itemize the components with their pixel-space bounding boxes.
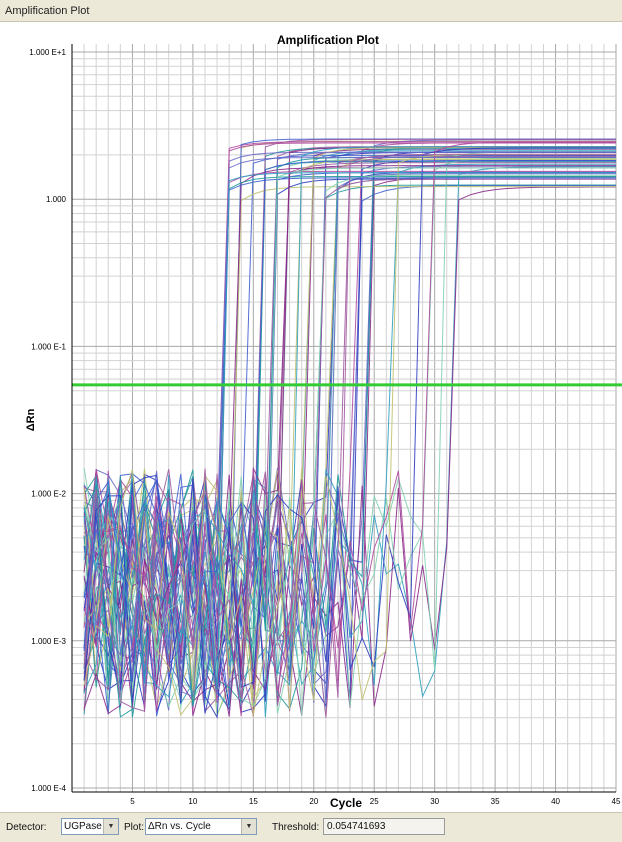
series-line [83, 157, 616, 667]
y-tick-label: 1.000 E-1 [31, 342, 66, 351]
series-line [83, 141, 616, 717]
y-axis-label: ΔRn [25, 408, 37, 431]
y-tick-label: 1.000 [46, 195, 67, 204]
x-tick-label: 10 [188, 797, 197, 806]
chart-title: Amplification Plot [277, 33, 379, 47]
threshold-field[interactable]: 0.054741693 [323, 818, 445, 835]
plot-label: Plot: [124, 822, 145, 833]
window-title: Amplification Plot [0, 0, 622, 22]
y-tick-label: 1.000 E-4 [31, 784, 66, 793]
series-line [83, 163, 616, 709]
threshold-label: Threshold: [272, 822, 320, 833]
detector-label: Detector: [6, 822, 47, 833]
detector-value: UGPase [64, 821, 102, 832]
amplification-chart[interactable]: 1.000 E+1 1.000 1.000 E-1 1.000 E-2 1.000 E-… [0, 22, 622, 812]
series-line [83, 146, 616, 687]
series-layer [72, 138, 622, 719]
series-line [83, 186, 616, 699]
detector-select[interactable]: UGPase ▼ [61, 818, 119, 835]
series-line [83, 147, 616, 719]
series-line [83, 178, 616, 717]
x-axis-label: Cycle [330, 796, 362, 810]
x-tick-label: 40 [551, 797, 560, 806]
x-tick-label: 20 [309, 797, 318, 806]
chevron-down-icon[interactable]: ▼ [103, 819, 118, 834]
x-tick-label: 15 [249, 797, 258, 806]
y-tick-label: 1.000 E-2 [31, 490, 66, 499]
threshold-value: 0.054741693 [327, 821, 386, 832]
plot-panel: 1.000 E+1 1.000 1.000 E-1 1.000 E-2 1.000 E-… [0, 22, 622, 812]
axes-layer: 1.000 E+1 1.000 1.000 E-1 1.000 E-2 1.000 E-… [29, 44, 621, 806]
chevron-down-icon[interactable]: ▼ [241, 819, 256, 834]
status-bar: Detector: UGPase ▼ Plot: ΔRn vs. Cycle ▼… [0, 812, 622, 842]
x-tick-label: 5 [130, 797, 135, 806]
plot-value: ΔRn vs. Cycle [148, 821, 211, 832]
y-tick-label: 1.000 E-3 [31, 637, 66, 646]
x-tick-label: 30 [430, 797, 439, 806]
y-tick-label: 1.000 E+1 [29, 48, 66, 57]
x-tick-label: 45 [612, 797, 621, 806]
x-tick-label: 35 [491, 797, 500, 806]
plot-select[interactable]: ΔRn vs. Cycle ▼ [145, 818, 257, 835]
series-line [83, 151, 616, 698]
x-tick-label: 25 [370, 797, 379, 806]
series-line [83, 153, 616, 718]
